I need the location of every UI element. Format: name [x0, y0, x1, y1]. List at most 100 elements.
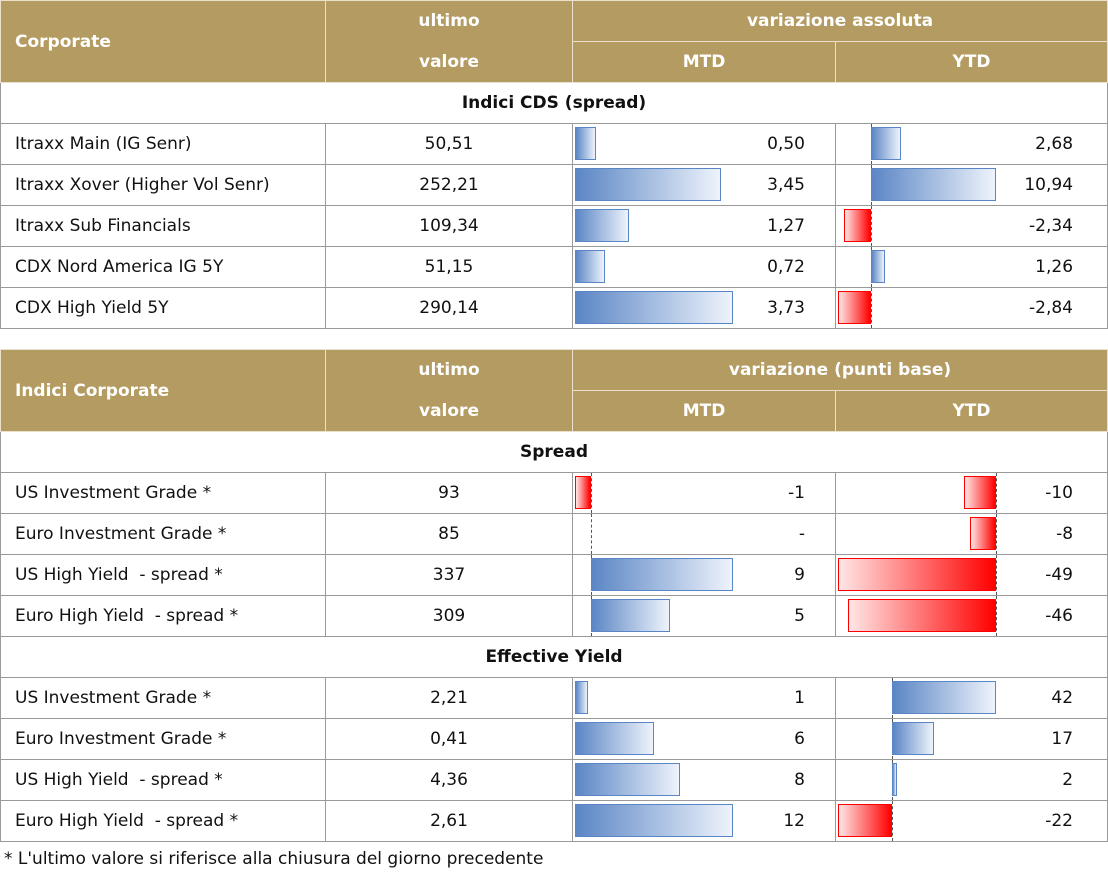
- last-value: 337: [325, 554, 573, 596]
- change-value: 3,73: [767, 298, 805, 318]
- header-row: valore MTD YTD: [1, 390, 1108, 432]
- row-label: Euro Investment Grade *: [0, 718, 326, 760]
- change-value: 9: [794, 565, 805, 585]
- change-value: -2,84: [1029, 298, 1074, 318]
- ytd-cell: 10,94: [834, 164, 1108, 206]
- row-label: CDX Nord America IG 5Y: [0, 246, 326, 288]
- data-bar: [590, 599, 670, 632]
- bar-axis: [590, 514, 592, 554]
- data-row: Euro Investment Grade * 85 - -8: [0, 513, 1108, 555]
- data-row: US Investment Grade * 93 -1 -10: [0, 472, 1108, 514]
- row-label: US High Yield - spread *: [0, 759, 326, 801]
- mtd-cell: 9: [572, 554, 836, 596]
- change-value: -22: [1045, 811, 1074, 831]
- row-label: US Investment Grade *: [0, 677, 326, 719]
- data-bar: [575, 209, 629, 242]
- data-row: US High Yield - spread * 337 9 -49: [0, 554, 1108, 596]
- mtd-cell: 5: [572, 595, 836, 637]
- last-value: 252,21: [325, 164, 573, 206]
- header-cell: variazione assoluta: [571, 0, 1108, 42]
- table: Indici Corporate ultimo variazione (punti …: [0, 349, 1108, 842]
- change-value: 12: [783, 811, 805, 831]
- header-cell: ultimo: [325, 349, 573, 391]
- bar-axis: [590, 473, 592, 513]
- change-value: 6: [794, 729, 805, 749]
- data-row: Euro High Yield - spread * 309 5 -46: [0, 595, 1108, 637]
- data-bar: [843, 209, 871, 242]
- header-cell: YTD: [834, 390, 1108, 432]
- change-value: 10,94: [1024, 175, 1074, 195]
- data-row: US Investment Grade * 2,21 1 42: [0, 677, 1108, 719]
- data-row: Euro High Yield - spread * 2,61 12 -22: [0, 800, 1108, 842]
- section-row: Indici CDS (spread): [0, 82, 1108, 124]
- section-title: Effective Yield: [0, 636, 1108, 678]
- mtd-cell: -: [572, 513, 836, 555]
- last-value: 0,41: [325, 718, 573, 760]
- header-cell: Indici Corporate: [0, 349, 326, 432]
- bar-axis: [870, 206, 872, 246]
- data-bar: [892, 722, 935, 755]
- last-value: 109,34: [325, 205, 573, 247]
- mtd-cell: 0,50: [572, 123, 836, 165]
- header-cell: MTD: [572, 390, 836, 432]
- data-bar: [575, 127, 597, 160]
- data-row: CDX High Yield 5Y 290,14 3,73 -2,84: [0, 287, 1108, 329]
- bar-axis: [996, 555, 997, 595]
- header-cell: YTD: [834, 41, 1108, 83]
- data-row: Itraxx Main (IG Senr) 50,51 0,50 2,68: [0, 123, 1108, 165]
- ytd-cell: -2,84: [834, 287, 1108, 329]
- ytd-cell: 42: [834, 677, 1108, 719]
- last-value: 290,14: [325, 287, 573, 329]
- ytd-cell: 17: [834, 718, 1108, 760]
- ytd-cell: -8: [834, 513, 1108, 555]
- change-value: 1,26: [1035, 257, 1074, 277]
- change-value: 5: [794, 606, 805, 626]
- change-value: 2,68: [1035, 134, 1074, 154]
- data-bar: [575, 722, 654, 755]
- change-value: 8: [794, 770, 805, 790]
- data-bar: [838, 291, 871, 324]
- mtd-cell: 0,72: [572, 246, 836, 288]
- header-cell: Corporate: [0, 0, 326, 83]
- data-bar: [870, 127, 902, 160]
- change-value: -: [798, 524, 805, 544]
- row-label: Euro Investment Grade *: [0, 513, 326, 555]
- data-row: Euro Investment Grade * 0,41 6 17: [0, 718, 1108, 760]
- section-row: Effective Yield: [0, 636, 1108, 678]
- data-row: US High Yield - spread * 4,36 8 2: [0, 759, 1108, 801]
- change-value: 0,72: [767, 257, 805, 277]
- ytd-cell: 2,68: [834, 123, 1108, 165]
- footnote: * L'ultimo valore si riferisce alla chiu…: [4, 849, 544, 869]
- change-value: 17: [1051, 729, 1074, 749]
- change-value: 42: [1051, 688, 1074, 708]
- ytd-cell: -22: [834, 800, 1108, 842]
- ytd-cell: -46: [834, 595, 1108, 637]
- data-bar: [575, 681, 589, 714]
- mtd-cell: 1,27: [572, 205, 836, 247]
- header-row: Corporate ultimo variazione assoluta: [0, 0, 1108, 83]
- mtd-cell: 6: [572, 718, 836, 760]
- bar-axis: [870, 288, 872, 328]
- data-bar: [575, 168, 722, 201]
- data-bar: [870, 168, 996, 201]
- change-value: 1: [794, 688, 805, 708]
- change-value: 0,50: [767, 134, 805, 154]
- row-label: US High Yield - spread *: [0, 554, 326, 596]
- data-bar: [575, 763, 681, 796]
- mtd-cell: 1: [572, 677, 836, 719]
- data-bar: [575, 291, 733, 324]
- change-value: -10: [1045, 483, 1074, 503]
- data-row: Itraxx Sub Financials 109,34 1,27 -2,34: [0, 205, 1108, 247]
- mtd-cell: 8: [572, 759, 836, 801]
- data-bar: [870, 250, 885, 283]
- row-label: Itraxx Main (IG Senr): [0, 123, 326, 165]
- change-value: -2,34: [1029, 216, 1074, 236]
- header-cell: ultimo: [325, 0, 573, 42]
- last-value: 4,36: [325, 759, 573, 801]
- section-row: Spread: [0, 431, 1108, 473]
- last-value: 309: [325, 595, 573, 637]
- change-value: 1,27: [767, 216, 805, 236]
- data-bar: [575, 250, 606, 283]
- data-bar: [892, 681, 996, 714]
